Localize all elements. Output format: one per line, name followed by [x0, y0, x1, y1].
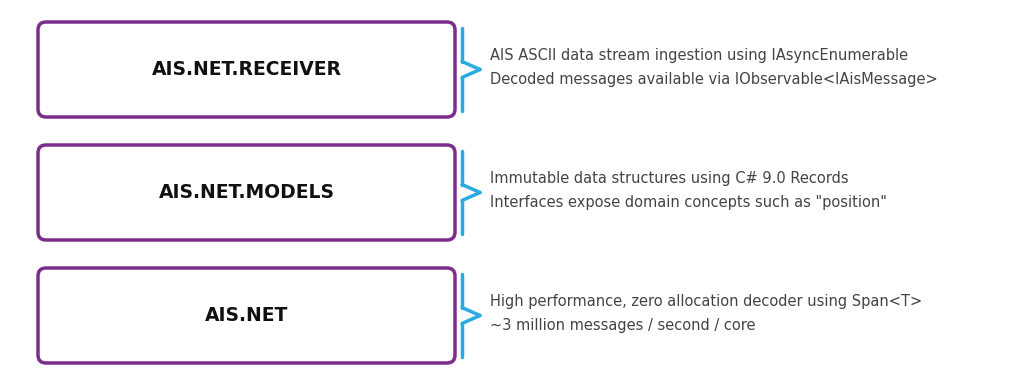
Text: AIS ASCII data stream ingestion using IAsyncEnumerable: AIS ASCII data stream ingestion using IA… [490, 48, 908, 63]
Text: AIS.NET.RECEIVER: AIS.NET.RECEIVER [152, 60, 341, 79]
Text: AIS.NET: AIS.NET [205, 306, 288, 325]
Text: Immutable data structures using C# 9.0 Records: Immutable data structures using C# 9.0 R… [490, 171, 849, 186]
Text: ~3 million messages / second / core: ~3 million messages / second / core [490, 318, 756, 333]
FancyBboxPatch shape [38, 268, 455, 363]
Text: Decoded messages available via IObservable<IAisMessage>: Decoded messages available via IObservab… [490, 72, 938, 87]
Text: High performance, zero allocation decoder using Span<T>: High performance, zero allocation decode… [490, 294, 923, 309]
FancyBboxPatch shape [38, 22, 455, 117]
Text: Interfaces expose domain concepts such as "position": Interfaces expose domain concepts such a… [490, 195, 887, 210]
Text: AIS.NET.MODELS: AIS.NET.MODELS [159, 183, 335, 202]
FancyBboxPatch shape [38, 145, 455, 240]
